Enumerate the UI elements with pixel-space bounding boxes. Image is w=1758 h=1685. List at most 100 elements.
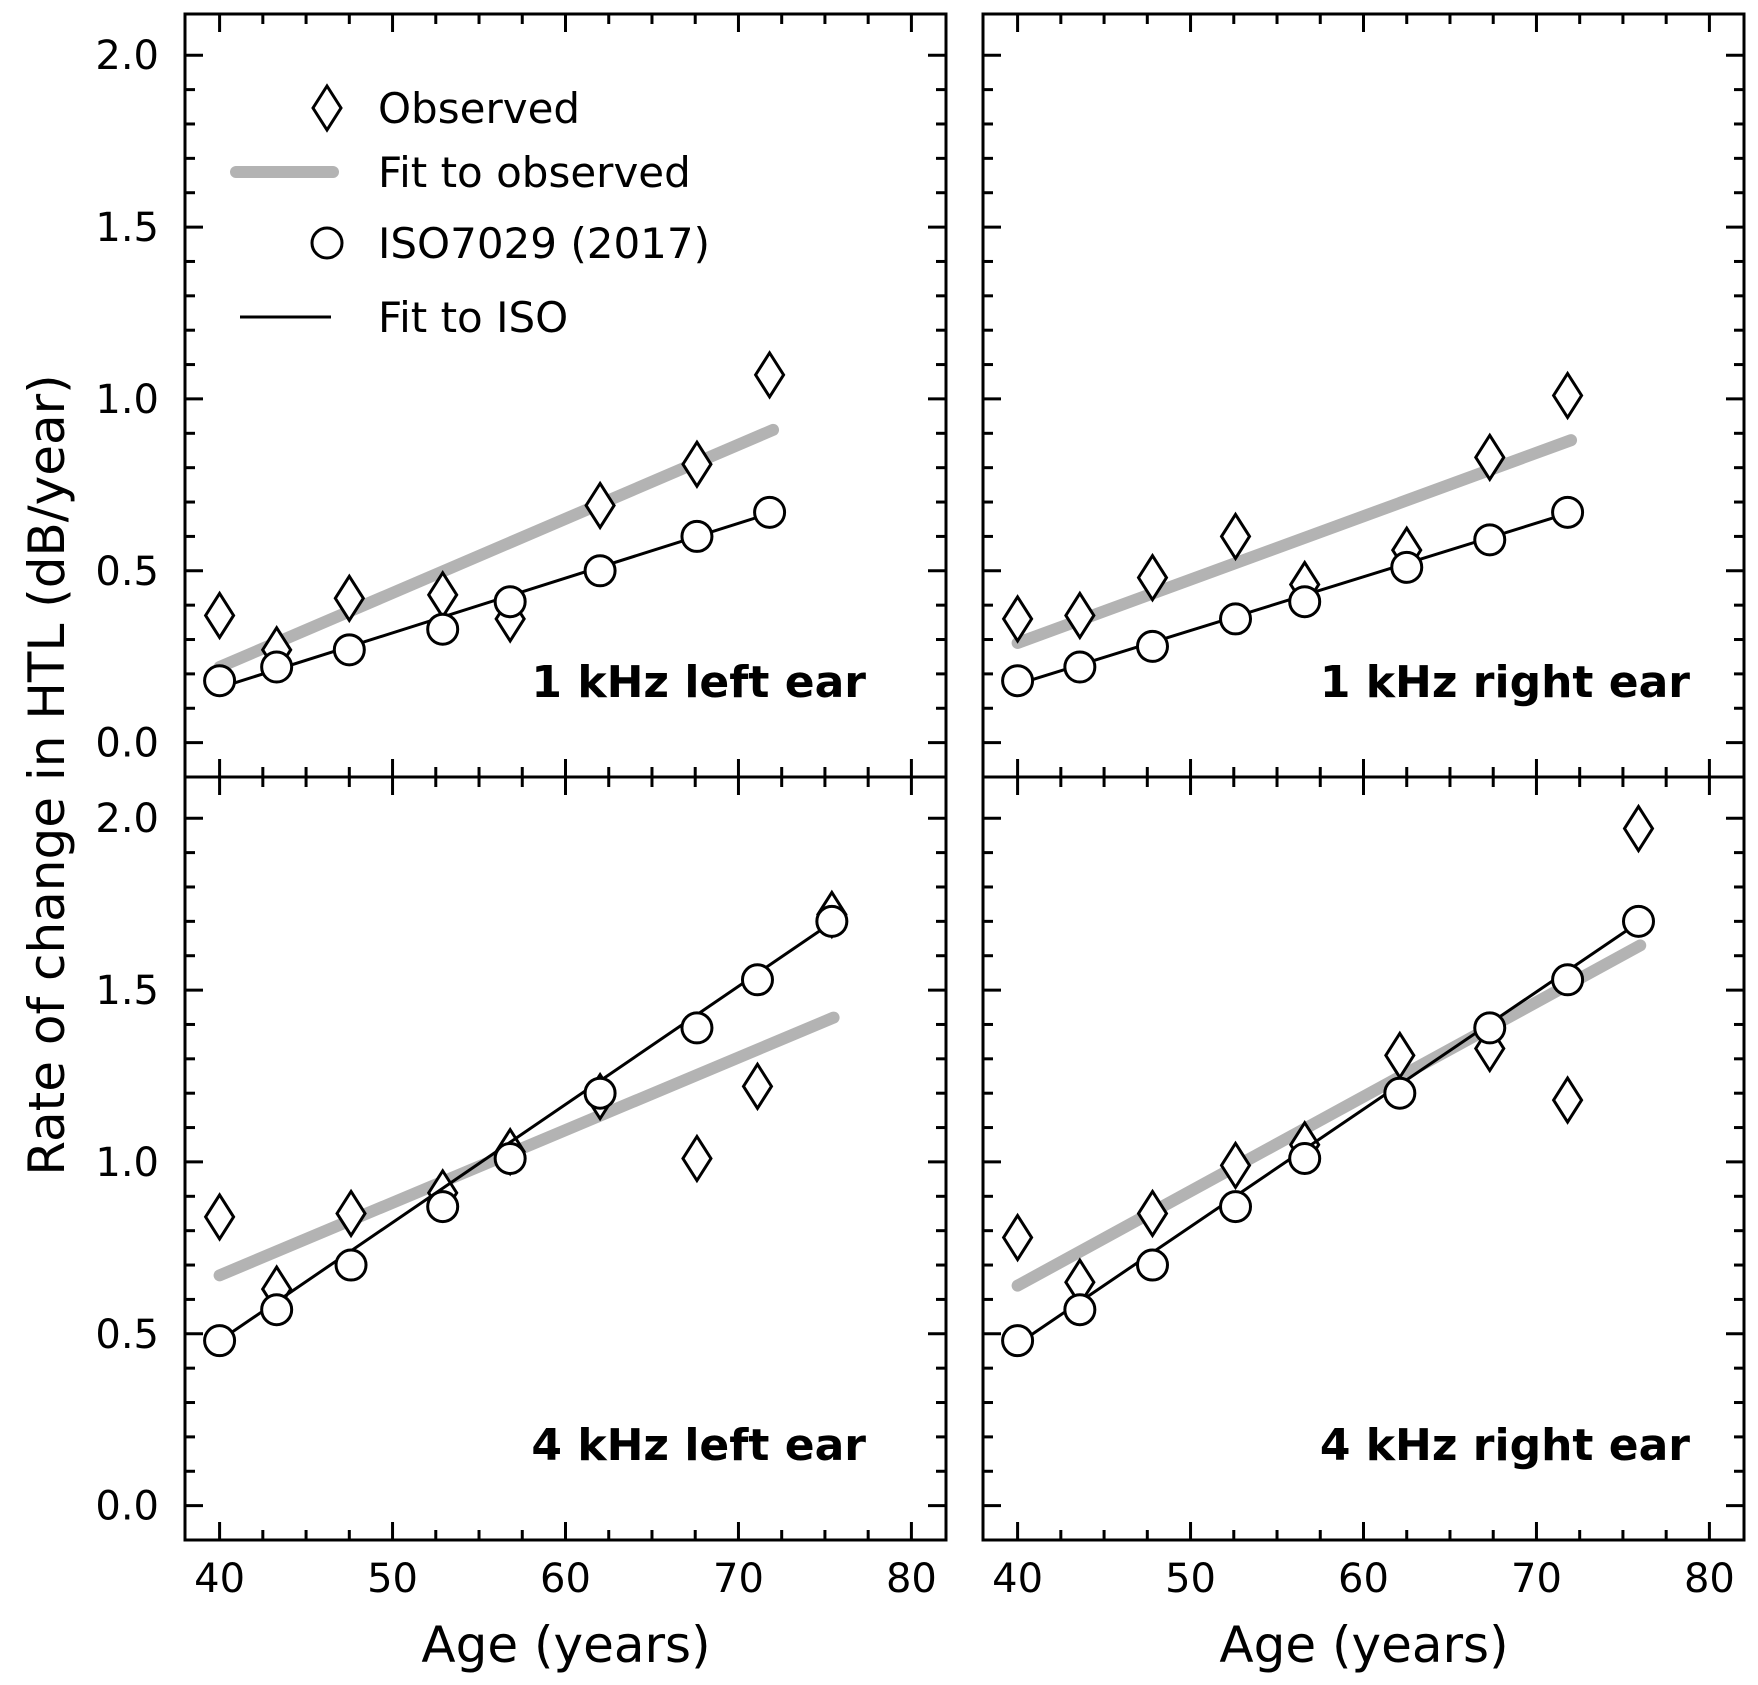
observed-point — [1136, 1188, 1169, 1239]
legend-circle-marker — [310, 226, 344, 260]
panel-1: 0.0 0.5 1.0 1.5 2.0 1 kHz left ear — [95, 12, 948, 779]
iso-point — [583, 1076, 617, 1110]
observed-point — [1473, 432, 1506, 483]
iso-point — [203, 664, 237, 698]
iso-point — [1063, 1293, 1097, 1327]
x-axis-title-left: Age (years) — [421, 1616, 710, 1674]
observed-point — [333, 573, 366, 624]
y-tick-label: 1.0 — [95, 377, 159, 423]
x-tick-label: 60 — [1338, 1556, 1389, 1602]
iso-point — [493, 1142, 527, 1175]
x-tick-label: 70 — [1511, 1556, 1562, 1602]
x-tick-label: 80 — [886, 1556, 937, 1602]
legend-label-fit-iso: Fit to ISO — [378, 293, 568, 342]
observed-point — [1622, 803, 1655, 854]
y-axis-title: Rate of change in HTL (dB/year) — [18, 374, 76, 1175]
fit-observed-line — [213, 423, 780, 674]
panel-2: 1 kHz right ear — [981, 12, 1746, 779]
panel-label: 1 kHz left ear — [531, 657, 866, 708]
legend-label-observed: Observed — [378, 84, 580, 133]
y-tick-label: 1.0 — [95, 1140, 159, 1186]
fit-iso-line — [218, 920, 835, 1342]
iso-point — [1063, 650, 1097, 684]
x-tick-label: 80 — [1684, 1556, 1735, 1602]
observed-point — [681, 439, 713, 490]
iso-point — [1288, 1142, 1322, 1175]
iso-point — [1288, 585, 1322, 619]
x-tick-label: 50 — [367, 1556, 418, 1602]
observed-point — [1001, 594, 1034, 644]
iso-point — [680, 1011, 714, 1045]
iso-point — [1219, 602, 1253, 636]
fit-observed-line — [1011, 939, 1647, 1292]
observed-point — [1219, 1140, 1252, 1191]
iso-point — [815, 904, 849, 938]
x-tick-label: 60 — [540, 1556, 591, 1602]
x-tick-label: 40 — [194, 1556, 245, 1602]
iso-point — [332, 633, 366, 667]
x-axis-title-right: Age (years) — [1219, 1616, 1508, 1674]
iso-point — [1473, 523, 1507, 557]
fit-observed-line — [213, 1011, 840, 1282]
iso-point — [1135, 629, 1169, 663]
panel-label: 4 kHz left ear — [531, 1420, 866, 1471]
y-tick-label: 0.5 — [95, 1312, 159, 1358]
observed-point — [1551, 370, 1584, 421]
observed-point — [335, 1188, 367, 1239]
iso-point — [1001, 1324, 1035, 1358]
y-tick-label: 1.5 — [95, 968, 159, 1014]
x-tick-label: 70 — [713, 1556, 764, 1602]
iso-point — [260, 1293, 294, 1327]
observed-point — [203, 590, 236, 641]
iso-point — [1551, 495, 1585, 529]
y-tick-label: 1.5 — [95, 205, 159, 251]
y-tick-label: 2.0 — [95, 33, 159, 79]
observed-point — [1219, 511, 1252, 562]
legend-diamond-marker — [311, 83, 343, 133]
y-tick-label: 0.5 — [95, 549, 159, 595]
iso-point — [426, 1190, 460, 1224]
legend-label-iso: ISO7029 (2017) — [378, 219, 710, 268]
iso-point — [680, 519, 714, 553]
observed-point — [741, 1061, 774, 1112]
legend-label-fit-observed: Fit to observed — [378, 148, 691, 197]
fit-observed-line — [1011, 434, 1578, 649]
panel-4: 40 50 60 70 80 4 kHz right ear — [981, 775, 1746, 1602]
iso-point — [1473, 1011, 1507, 1045]
iso-point — [1621, 904, 1655, 938]
iso-point — [1551, 963, 1585, 997]
observed-point — [681, 1133, 713, 1184]
iso-point — [260, 650, 294, 684]
iso-point — [1390, 550, 1424, 584]
x-tick-label: 40 — [992, 1556, 1043, 1602]
iso-point — [583, 554, 617, 588]
panel-label: 4 kHz right ear — [1320, 1420, 1690, 1471]
y-tick-label: 0.0 — [95, 721, 159, 767]
iso-point — [753, 495, 787, 529]
legend: Observed Fit to observed ISO7029 (2017) … — [230, 83, 710, 342]
panel-3: 0.0 0.5 1.0 1.5 2.0 40 50 60 70 80 4 kHz left ear — [95, 775, 948, 1602]
observed-point — [1551, 1075, 1584, 1125]
fit-iso-line — [1016, 920, 1642, 1346]
iso-point — [1383, 1076, 1417, 1110]
iso-point — [1001, 664, 1035, 698]
iso-point — [740, 963, 774, 997]
panel-label: 1 kHz right ear — [1320, 657, 1690, 708]
y-axis-title-group: Rate of change in HTL (dB/year) — [18, 374, 76, 1175]
iso-point — [493, 585, 527, 619]
iso-point — [1135, 1248, 1169, 1282]
observed-point — [1001, 1212, 1034, 1263]
observed-point — [753, 350, 786, 400]
iso-point — [334, 1248, 368, 1282]
iso-point — [426, 612, 460, 646]
panels: 0.0 0.5 1.0 1.5 2.0 1 kHz left ear 1 kHz right… — [95, 12, 1746, 1602]
y-tick-label: 0.0 — [95, 1484, 159, 1530]
y-tick-label: 2.0 — [95, 796, 159, 842]
iso-point — [203, 1324, 237, 1358]
observed-point — [584, 480, 616, 531]
observed-point — [203, 1192, 236, 1242]
observed-point — [1064, 590, 1096, 641]
iso-point — [1219, 1190, 1253, 1224]
x-tick-label: 50 — [1165, 1556, 1216, 1602]
